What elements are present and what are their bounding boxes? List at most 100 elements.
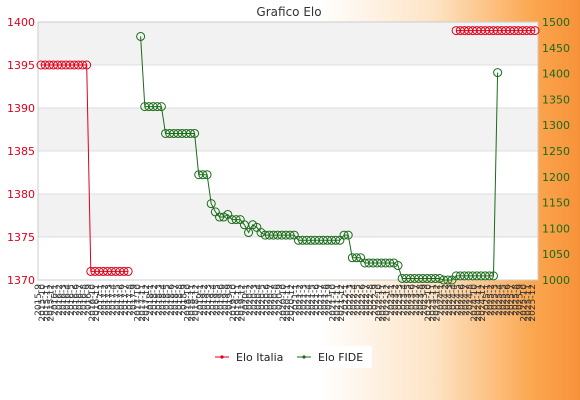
x-tick-label: 2017-8 [125,284,135,316]
x-tick-label: 2022-12 [383,284,393,322]
x-tick-label: 2022-7 [362,284,372,316]
right-tick-label: 1300 [542,119,570,132]
series-line [41,64,129,272]
x-tick-label: 2022-1 [341,284,351,316]
x-tick-label: 2019-2 [200,284,210,316]
x-tick-label: 2025-10 [520,284,530,322]
x-tick-label: 2025-11 [524,284,534,322]
legend-label-elo-italia: Elo Italia [236,351,283,364]
right-tick-label: 1400 [542,68,570,81]
left-tick-label: 1370 [7,274,35,287]
data-point [285,230,295,240]
x-tick-label: 2023-1 [387,284,397,316]
x-tick-label: 2017-10 [134,284,144,322]
x-tick-label: 2024-8 [466,284,476,316]
x-tick-label: 2020-8 [271,284,281,316]
plot-band [38,22,538,65]
series-elo-fide [136,31,503,285]
x-tick-label: 2024-1 [437,284,447,316]
x-tick-label: 2018-9 [179,284,189,316]
data-point [152,102,162,112]
x-tick-label: 2019-6 [217,284,227,316]
x-tick-label: 2015-9 [34,284,44,316]
right-tick-label: 1000 [542,274,570,287]
x-tick-label: 2020-2 [246,284,256,316]
x-tick-label: 2018-10 [183,284,193,322]
x-tick-label: 2017-9 [129,284,139,316]
x-tick-label: 2019-8 [221,284,231,316]
data-point [526,26,536,36]
x-tick-label: 2017-6 [117,284,127,316]
x-tick-label: 2024-10 [470,284,480,322]
x-tick-label: 2015-10 [38,284,48,322]
x-tick-label: 2023-11 [428,284,438,322]
plot-background [38,22,538,280]
x-tick-label: 2025-1 [482,284,492,316]
x-tick-label: 2023-9 [420,284,430,316]
plot-band [38,151,538,194]
data-point [123,266,133,276]
x-tick-label: 2023-6 [408,284,418,316]
data-point [385,258,395,268]
x-tick-label: 2019-3 [204,284,214,316]
x-tick-label: 2022-6 [358,284,368,316]
x-tick-label: 2016-6 [71,284,81,316]
x-tick-label: 2017-7 [121,284,131,316]
x-tick-label: 2018-11 [188,284,198,322]
x-tick-label: 2024-3 [445,284,455,316]
x-tick-label: 2016-2 [55,284,65,316]
x-tick-label: 2019-4 [208,284,218,316]
legend-item-elo-fide: Elo FIDE [297,351,363,364]
x-tick-label: 2017-3 [105,284,115,316]
data-point [351,253,361,263]
x-tick-label: 2021-8 [320,284,330,316]
x-tick-label: 2019-12 [237,284,247,322]
x-tick-label: 2017-2 [100,284,110,316]
x-tick-label: 2025-2 [486,284,496,316]
x-tick-label: 2018-3 [154,284,164,316]
x-tick-label: 2022-9 [370,284,380,316]
left-tick-label: 1385 [7,145,35,158]
x-tick-label: 2023-8 [416,284,426,316]
x-tick-label: 2021-11 [333,284,343,322]
legend-marker-elo-italia [220,355,224,359]
data-point [339,230,349,240]
data-point [244,228,254,238]
x-tick-label: 2017-4 [109,284,119,316]
x-tick-label: 2025-6 [503,284,513,316]
right-tick-label: 1100 [542,222,570,235]
x-tick-label: 2024-2 [441,284,451,316]
data-point [202,170,212,180]
data-point [530,26,540,36]
plot-band [38,237,538,280]
x-tick-label: 2016-9 [84,284,94,316]
x-tick-label: 2018-4 [159,284,169,316]
data-point [493,68,503,78]
x-tick-label: 2016-3 [59,284,69,316]
x-tick-label: 2023-4 [399,284,409,316]
x-tick-label: 2023-10 [424,284,434,322]
legend-item-elo-italia: Elo Italia [215,351,283,364]
x-tick-label: 2018-6 [167,284,177,316]
x-tick-label: 2019-10 [229,284,239,322]
right-tick-label: 1200 [542,171,570,184]
x-tick-label: 2019-9 [225,284,235,316]
x-tick-label: 2021-12 [337,284,347,322]
x-tick-label: 2020-12 [287,284,297,322]
grid-lines [37,21,539,281]
data-point [78,60,88,70]
right-tick-label: 1250 [542,145,570,158]
x-tick-label: 2018-7 [171,284,181,316]
right-tick-label: 1500 [542,16,570,29]
x-tick-label: 2023-2 [391,284,401,316]
data-point [393,261,403,271]
x-axis-ticks: 2015-92015-102015-112015-122016-12016-22… [34,284,538,322]
x-tick-label: 2017-11 [138,284,148,322]
data-point [331,235,341,245]
x-tick-label: 2023-7 [412,284,422,316]
x-tick-label: 2018-5 [163,284,173,316]
x-tick-label: 2024-6 [457,284,467,316]
data-point [343,230,353,240]
data-point [185,128,195,138]
